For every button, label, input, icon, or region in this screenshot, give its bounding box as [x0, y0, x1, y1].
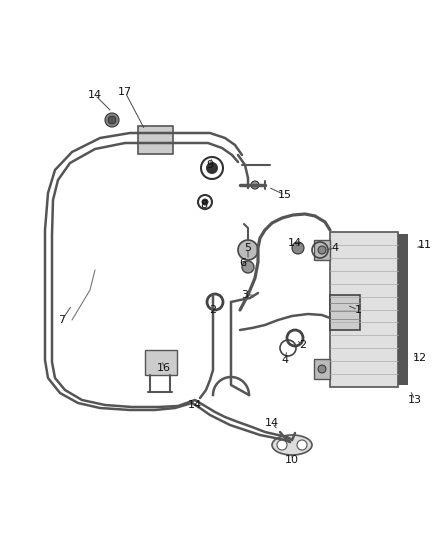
Text: 14: 14 [188, 400, 202, 410]
Circle shape [297, 440, 307, 450]
Text: 12: 12 [413, 353, 427, 363]
Circle shape [251, 181, 259, 189]
Circle shape [238, 240, 258, 260]
Text: 10: 10 [285, 455, 299, 465]
Circle shape [292, 242, 304, 254]
Bar [145, 350, 177, 375]
Text: 14: 14 [288, 238, 302, 248]
Bar [138, 126, 173, 154]
Bar [330, 232, 398, 387]
Text: 7: 7 [58, 315, 66, 325]
Circle shape [201, 198, 208, 206]
Text: 6: 6 [240, 258, 247, 268]
Text: 9: 9 [206, 160, 214, 170]
Circle shape [108, 116, 116, 124]
Bar [314, 359, 330, 379]
Text: 16: 16 [157, 363, 171, 373]
Circle shape [318, 365, 326, 373]
Bar [398, 234, 408, 385]
Circle shape [242, 261, 254, 273]
Circle shape [206, 162, 218, 174]
Text: 3: 3 [241, 290, 248, 300]
Text: 17: 17 [118, 87, 132, 97]
Text: 11: 11 [418, 240, 432, 250]
Circle shape [277, 440, 287, 450]
Text: 14: 14 [88, 90, 102, 100]
Text: 15: 15 [278, 190, 292, 200]
Bar [330, 295, 360, 330]
Circle shape [318, 246, 326, 254]
Text: 5: 5 [244, 243, 251, 253]
Text: 1: 1 [354, 305, 361, 315]
Bar [314, 240, 330, 260]
Circle shape [105, 113, 119, 127]
Text: 4: 4 [282, 355, 289, 365]
Text: 2: 2 [300, 340, 307, 350]
Text: 4: 4 [332, 243, 339, 253]
Ellipse shape [272, 435, 312, 455]
Text: 2: 2 [209, 305, 216, 315]
Text: 13: 13 [408, 395, 422, 405]
Text: 14: 14 [265, 418, 279, 428]
Text: 8: 8 [201, 200, 208, 210]
